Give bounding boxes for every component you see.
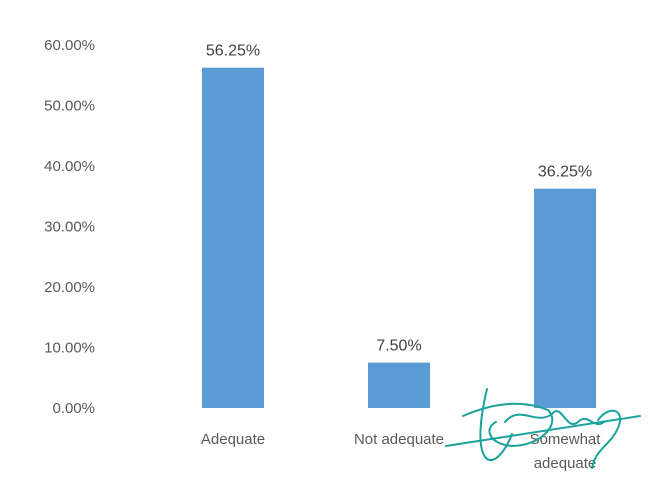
y-tick-label: 20.00% — [44, 279, 95, 296]
y-tick-label: 50.00% — [44, 98, 95, 115]
y-tick-label: 10.00% — [44, 340, 95, 357]
y-tick-label: 40.00% — [44, 158, 95, 175]
x-axis: Adequate Not adequate Somewhat adequate — [201, 431, 601, 472]
y-tick-label: 60.00% — [44, 37, 95, 54]
bars — [202, 67, 596, 408]
x-tick-label: Adequate — [201, 431, 265, 448]
data-label: 36.25% — [538, 164, 592, 181]
y-tick-label: 30.00% — [44, 219, 95, 236]
bar — [368, 362, 430, 408]
bar — [534, 188, 596, 408]
x-tick-label: Not adequate — [354, 431, 444, 448]
bar — [202, 67, 264, 408]
y-axis: 0.00% 10.00% 20.00% 30.00% 40.00% 50.00% 60.00… — [44, 37, 95, 417]
data-labels: 56.25% 7.50% 36.25% — [206, 43, 592, 355]
data-label: 7.50% — [376, 338, 421, 355]
x-tick-label: adequate — [534, 455, 597, 472]
handwritten-signature — [445, 388, 641, 469]
data-label: 56.25% — [206, 43, 260, 60]
y-tick-label: 0.00% — [52, 400, 95, 417]
x-tick-label: Somewhat — [530, 431, 602, 448]
